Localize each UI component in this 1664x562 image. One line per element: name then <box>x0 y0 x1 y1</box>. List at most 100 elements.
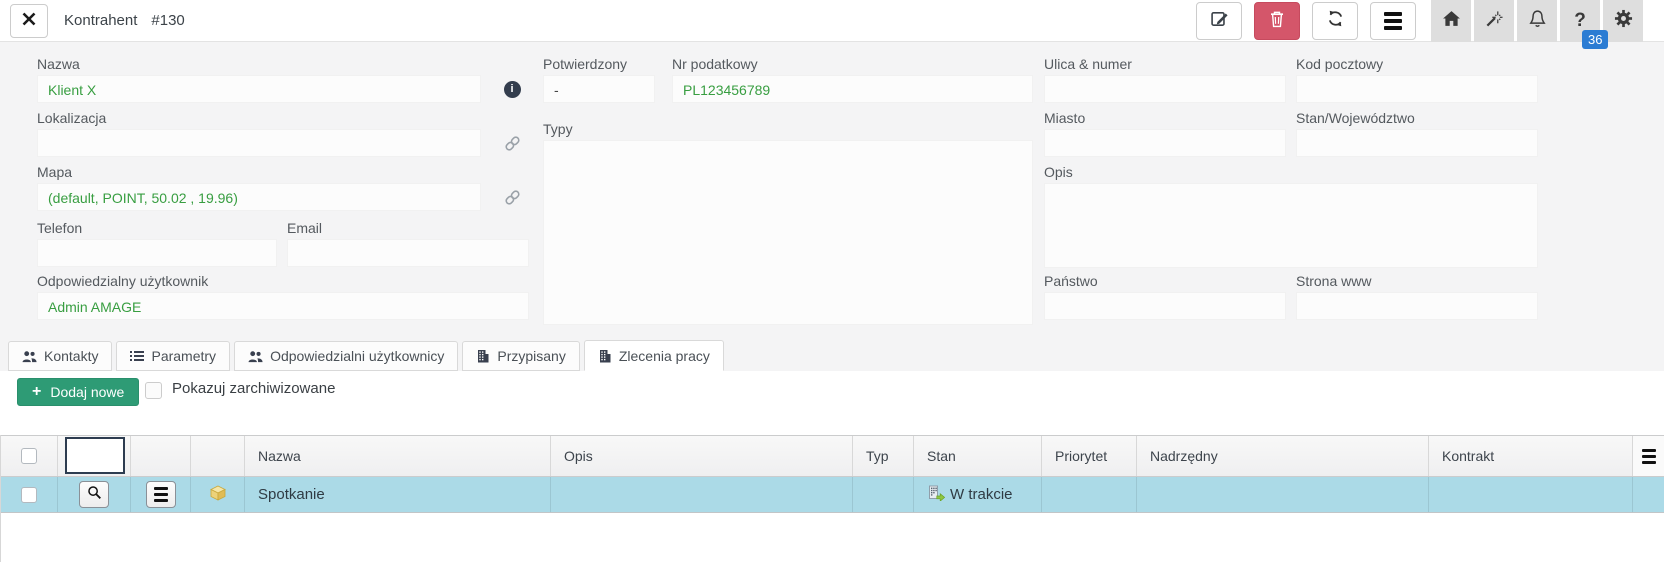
row-priorytet <box>1042 477 1137 512</box>
show-archived-checkbox[interactable] <box>145 382 162 399</box>
filter-cell <box>58 436 131 476</box>
settings-button[interactable] <box>1603 0 1643 42</box>
edit-icon <box>1210 9 1229 33</box>
row-settings-cell <box>1633 477 1664 512</box>
hamburger-icon <box>1384 12 1402 30</box>
gear-icon <box>1614 9 1633 33</box>
potwierdzony-input[interactable]: - <box>543 75 655 103</box>
column-header-nadrzedny[interactable]: Nadrzędny <box>1137 436 1429 476</box>
field-label: Telefon <box>37 220 83 236</box>
kod-pocztowy-input[interactable] <box>1296 75 1538 103</box>
field-label: Nr podatkowy <box>672 56 758 72</box>
ulica-numer-input[interactable] <box>1044 75 1286 103</box>
row-typ <box>853 477 914 512</box>
column-header-stan[interactable]: Stan <box>914 436 1042 476</box>
wand-button[interactable] <box>1474 0 1514 42</box>
field-label: Mapa <box>37 164 73 180</box>
refresh-button[interactable] <box>1312 2 1358 40</box>
magnifier-icon <box>87 485 102 504</box>
field-typy: Typy <box>543 120 1033 140</box>
tab-przypisany[interactable]: Przypisany <box>462 341 580 371</box>
tab-bar: Kontakty Parametry Odpowiedzialni użytko… <box>8 340 724 371</box>
column-header-nazwa[interactable]: Nazwa <box>245 436 551 476</box>
bell-icon <box>1528 9 1546 33</box>
trash-icon <box>1269 10 1285 33</box>
lokalizacja-input[interactable] <box>37 129 481 157</box>
help-icon: ? <box>1574 10 1586 31</box>
row-checkbox[interactable] <box>21 486 37 503</box>
tab-zlecenia-pracy[interactable]: Zlecenia pracy <box>583 340 724 371</box>
page-title-text: Kontrahent <box>64 12 138 29</box>
edit-button[interactable] <box>1196 2 1242 40</box>
odpowiedzialny-uzytkownik-input[interactable]: Admin AMAGE <box>37 292 529 320</box>
nr-podatkowy-input[interactable]: PL123456789 <box>672 75 1033 103</box>
column-header-kontrakt[interactable]: Kontrakt <box>1429 436 1633 476</box>
typy-list-area[interactable] <box>543 140 1033 325</box>
field-label: Opis <box>1044 164 1073 180</box>
close-button[interactable] <box>10 4 48 38</box>
status-label: W trakcie <box>950 486 1013 503</box>
open-details-button[interactable] <box>79 481 109 508</box>
info-icon[interactable]: i <box>502 79 522 99</box>
panstwo-input[interactable] <box>1044 292 1286 320</box>
notifications-button[interactable] <box>1517 0 1557 42</box>
row-kontrakt <box>1429 477 1633 512</box>
tab-label: Kontakty <box>44 348 99 364</box>
table-empty-space <box>1 513 1664 562</box>
close-icon <box>22 12 36 31</box>
columns-menu-icon <box>1641 448 1656 464</box>
menu-button[interactable] <box>1370 2 1416 40</box>
column-header-priorytet[interactable]: Priorytet <box>1042 436 1137 476</box>
row-opis <box>551 477 853 512</box>
field-label: Ulica & numer <box>1044 56 1132 72</box>
field-lokalizacja: Lokalizacja <box>37 109 481 157</box>
opis-textarea[interactable] <box>1044 183 1538 268</box>
row-menu-cell <box>131 477 191 512</box>
tab-odpowiedzialni-uzytkownicy[interactable]: Odpowiedzialni użytkownicy <box>234 341 459 371</box>
telefon-input[interactable] <box>37 239 277 267</box>
list-icon <box>130 350 145 362</box>
home-button[interactable] <box>1431 0 1471 42</box>
field-email: Email <box>287 219 529 267</box>
help-button[interactable]: ? 36 <box>1560 0 1609 49</box>
quick-filter-box[interactable] <box>65 437 125 474</box>
field-label: Nazwa <box>37 56 80 72</box>
row-open-cell <box>58 477 131 512</box>
field-label: Kod pocztowy <box>1296 56 1384 72</box>
tab-label: Odpowiedzialni użytkownicy <box>270 348 445 364</box>
tab-label: Przypisany <box>497 348 566 364</box>
link-icon[interactable] <box>502 133 522 153</box>
field-potwierdzony: Potwierdzony - <box>543 55 655 103</box>
row-menu-button[interactable] <box>145 481 176 508</box>
mapa-input[interactable]: (default, POINT, 50.02 , 19.96) <box>37 183 481 211</box>
stan-wojewodztwo-input[interactable] <box>1296 129 1538 157</box>
field-nazwa: Nazwa Klient X <box>37 55 481 103</box>
column-settings-button[interactable] <box>1633 436 1664 476</box>
contractor-form: Nazwa Klient X i Lokalizacja Mapa (defau… <box>0 42 1664 371</box>
column-header-opis[interactable]: Opis <box>551 436 853 476</box>
delete-button[interactable] <box>1254 2 1300 40</box>
field-telefon: Telefon <box>37 219 277 267</box>
add-new-button[interactable]: + Dodaj nowe <box>17 378 140 406</box>
select-all-checkbox[interactable] <box>21 448 37 464</box>
field-opis: Opis <box>1044 163 1538 183</box>
field-label: Lokalizacja <box>37 110 107 126</box>
nazwa-input[interactable]: Klient X <box>37 75 481 103</box>
link-icon[interactable] <box>502 187 522 207</box>
field-odpowiedzialny-uzytkownik: Odpowiedzialny użytkownik Admin AMAGE <box>37 272 529 320</box>
table-row[interactable]: Spotkanie W trakcie <box>1 477 1664 513</box>
field-miasto: Miasto <box>1044 109 1286 157</box>
top-bar: Kontrahent #130 <box>0 0 1664 49</box>
column-header-typ[interactable]: Typ <box>853 436 914 476</box>
tab-kontakty[interactable]: Kontakty <box>8 341 113 371</box>
magic-wand-icon <box>1485 10 1503 33</box>
row-select-cell <box>1 477 58 512</box>
strona-www-input[interactable] <box>1296 292 1538 320</box>
email-input[interactable] <box>287 239 529 267</box>
miasto-input[interactable] <box>1044 129 1286 157</box>
refresh-icon <box>1326 9 1345 33</box>
actions-header-cell <box>131 436 191 476</box>
field-kod-pocztowy: Kod pocztowy <box>1296 55 1538 103</box>
tab-parametry[interactable]: Parametry <box>116 341 231 371</box>
